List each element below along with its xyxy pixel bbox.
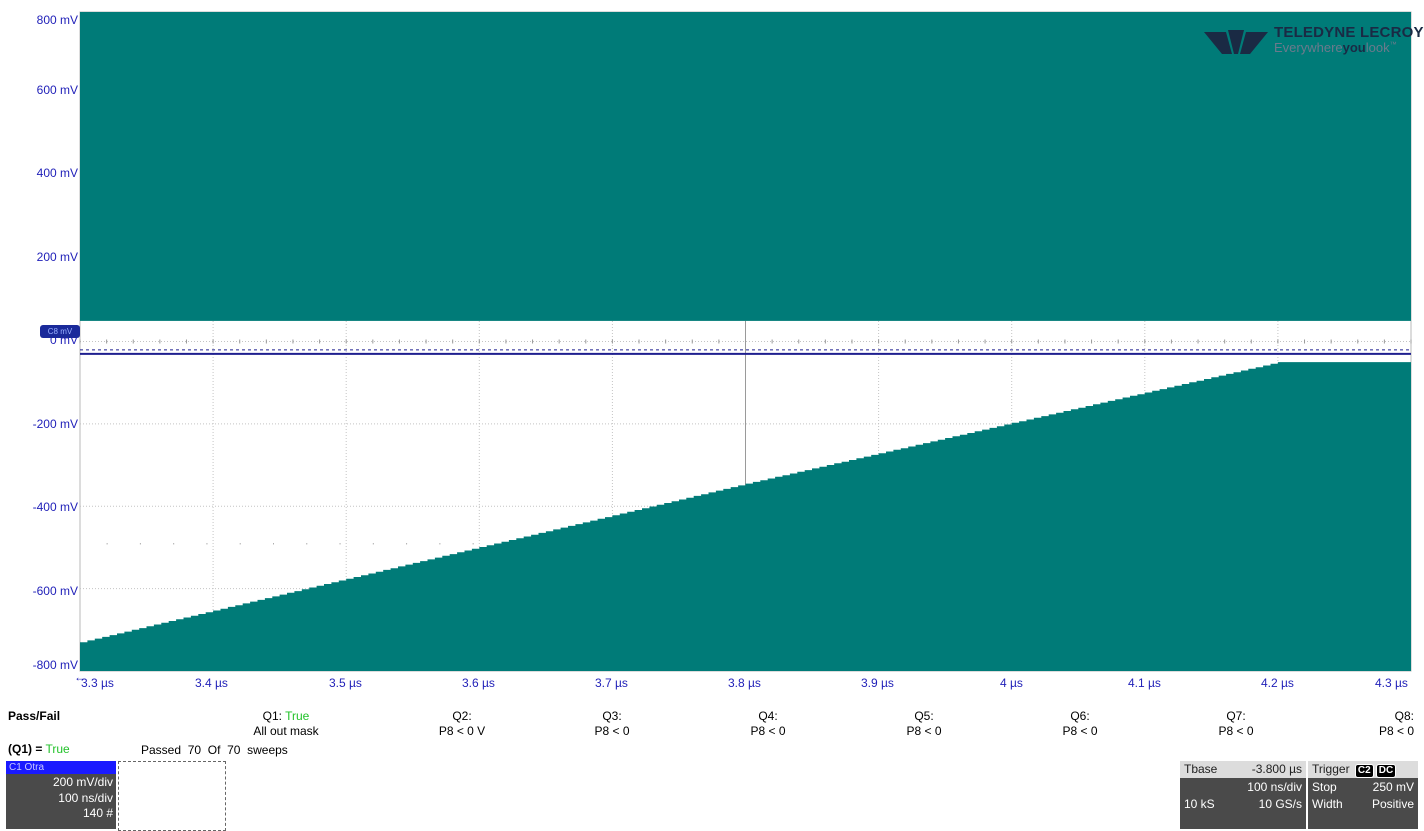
timebase-header: Tbase -3.800 µs	[1180, 761, 1306, 778]
x-label-4: 4 µs	[1000, 676, 1023, 690]
logo-tagline: Everywhereyoulook™	[1274, 40, 1397, 55]
timebase-samples: 10 kS	[1184, 797, 1215, 811]
trace-noise-dot	[472, 543, 474, 545]
query-q2: Q2: P8 < 0 V	[438, 709, 486, 738]
trace-noise-dot	[339, 543, 341, 545]
query-q5: Q5: P8 < 0	[906, 709, 942, 738]
timebase-descriptor[interactable]: Tbase -3.800 µs 100 ns/div 10 kS 10 GS/s	[1180, 761, 1306, 829]
query-q7: Q7: P8 < 0	[1218, 709, 1254, 738]
trigger-header: Trigger C2 DC	[1308, 761, 1418, 778]
channel-vdiv: 200 mV/div	[52, 775, 113, 789]
y-label-minus-800: -800 mV	[32, 658, 78, 672]
timebase-tdiv: 100 ns/div	[1247, 780, 1302, 794]
x-label-4.2: 4.2 µs	[1261, 676, 1294, 690]
empty-descriptor-slot[interactable]	[118, 761, 226, 831]
query-q8: Q8: P8 < 0	[1378, 709, 1414, 738]
channel-header: C1 Otra	[6, 761, 116, 774]
trace-noise-dot	[272, 543, 274, 545]
q1-condition: All out mask	[253, 724, 319, 738]
sweep-count: Passed 70 Of 70 sweeps	[141, 743, 288, 757]
y-label-600: 600 mV	[36, 83, 78, 97]
x-label-4.3: 4.3 µs	[1375, 676, 1408, 690]
y-label-800: 800 mV	[36, 13, 78, 27]
lower-mask-region	[80, 362, 1411, 671]
trace-noise-dot	[173, 543, 175, 545]
summary-result: (Q1) = True	[8, 742, 70, 756]
channel-offset-marker[interactable]: C8 mV	[40, 325, 80, 338]
x-label-3.7: 3.7 µs	[595, 676, 628, 690]
x-label-3.5: 3.5 µs	[329, 676, 362, 690]
q1-result: True	[285, 709, 310, 723]
logo-brand-text: TELEDYNE LECROY	[1274, 24, 1424, 41]
trace-noise-dot	[406, 543, 408, 545]
timebase-rate: 10 GS/s	[1258, 797, 1302, 811]
trigger-type: Width	[1312, 797, 1343, 811]
query-q3: Q3: P8 < 0	[594, 709, 630, 738]
query-q1: Q1: True All out mask	[253, 709, 319, 738]
trace-noise-dot	[239, 543, 241, 545]
trigger-level: 250 mV	[1372, 780, 1414, 794]
y-label-400: 400 mV	[36, 166, 78, 180]
y-label-minus-400: -400 mV	[32, 500, 78, 514]
query-q4: Q4: P8 < 0	[750, 709, 786, 738]
channel-descriptor[interactable]: C1 Otra 200 mV/div 100 ns/div 140 #	[6, 761, 116, 829]
x-label-3.8: 3.8 µs	[728, 676, 761, 690]
x-axis-left-arrow: ←	[74, 670, 86, 684]
x-label-3.9: 3.9 µs	[861, 676, 894, 690]
trigger-mode: Stop	[1312, 780, 1337, 794]
y-label-minus-200: -200 mV	[32, 417, 78, 431]
trigger-coupling-badge: DC	[1375, 764, 1397, 778]
trigger-descriptor[interactable]: Trigger C2 DC Stop 250 mV Width Positive	[1308, 761, 1418, 829]
trigger-polarity: Positive	[1371, 797, 1414, 811]
y-label-minus-600: -600 mV	[32, 584, 78, 598]
trace-noise-dot	[372, 543, 374, 545]
x-label-3.4: 3.4 µs	[195, 676, 228, 690]
scope-display: 800 mV 600 mV 400 mV 200 mV 0 mV -200 mV…	[32, 11, 1424, 690]
trace-noise-dot	[206, 543, 208, 545]
trigger-source-badge: C2	[1354, 764, 1374, 778]
upper-mask-region	[80, 12, 1411, 321]
trace-noise-dot	[106, 543, 108, 545]
x-label-3.3: 3.3 µs	[81, 676, 114, 690]
passfail-title: Pass/Fail	[8, 709, 61, 723]
channel-tdiv: 100 ns/div	[58, 791, 113, 805]
channel-count: 140 #	[82, 806, 113, 820]
x-label-4.1: 4.1 µs	[1128, 676, 1161, 690]
waveform-grid	[79, 11, 1412, 672]
trace-noise-dot	[139, 543, 141, 545]
teledyne-mark-icon	[1204, 30, 1268, 54]
trace-noise-dot	[439, 543, 441, 545]
x-label-3.6: 3.6 µs	[462, 676, 495, 690]
y-label-200: 200 mV	[36, 250, 78, 264]
query-q6: Q6: P8 < 0	[1062, 709, 1098, 738]
trace-noise-dot	[306, 543, 308, 545]
